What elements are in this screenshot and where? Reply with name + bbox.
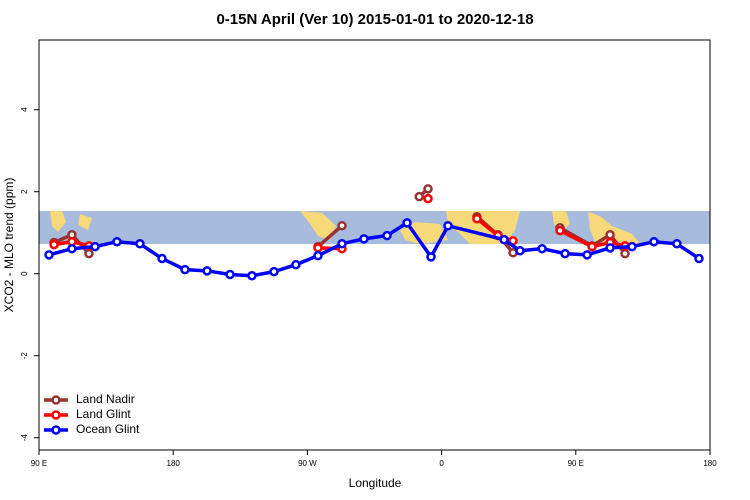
point <box>587 241 597 252</box>
y-tick-label: -4 <box>20 434 29 442</box>
x-axis-label: Longitude <box>349 476 402 490</box>
point <box>269 266 279 277</box>
point <box>414 191 424 202</box>
y-tick-label: -2 <box>20 352 29 360</box>
point <box>605 243 615 253</box>
point <box>472 214 482 224</box>
x-tick-label: 0 <box>439 459 444 468</box>
point <box>515 245 525 256</box>
point <box>426 252 436 262</box>
point <box>84 248 94 259</box>
point <box>112 236 122 247</box>
point <box>560 248 570 259</box>
legend-label: Ocean Glint <box>76 422 140 436</box>
point <box>359 234 369 244</box>
point <box>337 239 347 249</box>
point <box>225 269 235 280</box>
land <box>78 214 92 230</box>
y-tick-label: 2 <box>20 189 29 194</box>
legend-marker <box>51 425 61 435</box>
point <box>620 248 630 259</box>
point <box>49 239 59 250</box>
legend-label: Land Nadir <box>76 392 135 406</box>
legend-label: Land Glint <box>76 407 131 421</box>
chart-title: 0-15N April (Ver 10) 2015-01-01 to 2020-… <box>216 11 533 28</box>
x-tick-label: 90 E <box>568 459 584 468</box>
point <box>90 241 100 252</box>
point <box>67 243 77 254</box>
point <box>423 184 433 194</box>
point <box>202 266 212 276</box>
point <box>627 241 637 252</box>
land <box>50 211 66 232</box>
point <box>672 239 682 249</box>
point <box>44 250 54 260</box>
point <box>313 250 323 261</box>
x-tick-label: 180 <box>703 459 717 468</box>
point <box>247 271 257 281</box>
x-tick-label: 180 <box>167 459 181 468</box>
point <box>382 230 392 241</box>
point <box>313 243 323 253</box>
x-tick-label: 90 E <box>31 459 47 468</box>
point <box>180 264 190 275</box>
point <box>537 243 547 254</box>
point <box>499 234 509 245</box>
y-tick-label: 0 <box>20 271 29 276</box>
y-tick-label: 4 <box>20 107 29 112</box>
land <box>300 211 336 240</box>
legend-marker <box>51 395 61 405</box>
point <box>555 225 565 236</box>
plot-frame <box>38 39 711 451</box>
map-band <box>39 211 710 244</box>
land <box>588 212 640 244</box>
point <box>605 230 615 240</box>
point <box>337 220 347 231</box>
point <box>443 220 453 231</box>
legend-marker <box>51 410 61 420</box>
y-axis-label: XCO2 - MLO trend (ppm) <box>2 178 16 313</box>
point <box>423 193 433 204</box>
x-tick-label: 90 W <box>298 459 317 468</box>
point <box>694 253 704 264</box>
point <box>649 236 659 247</box>
point <box>291 259 301 270</box>
point <box>402 218 412 228</box>
point <box>157 253 167 264</box>
point <box>135 239 145 249</box>
point <box>582 250 592 260</box>
